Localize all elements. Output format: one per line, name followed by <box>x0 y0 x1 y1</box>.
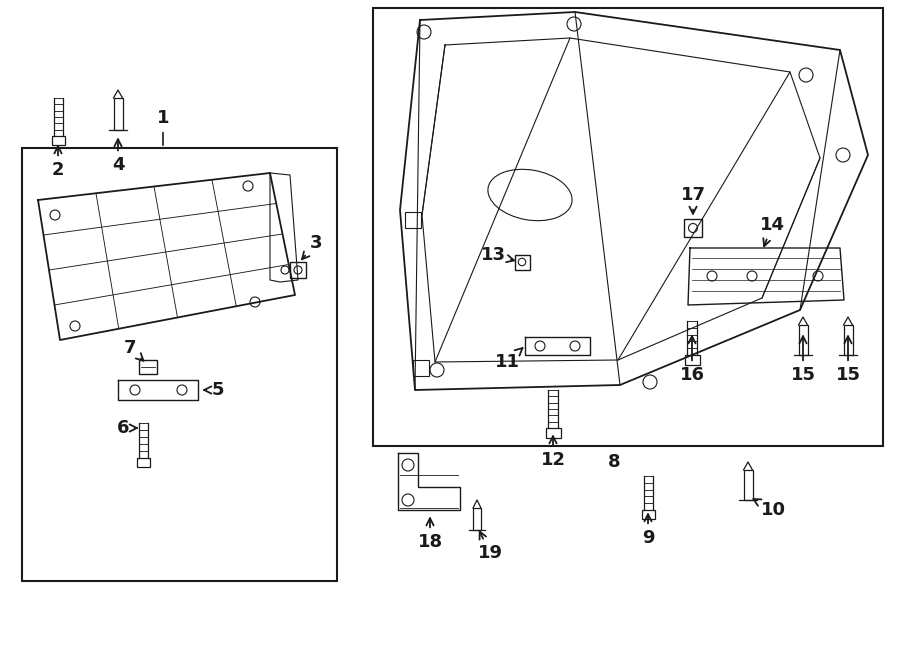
Text: 15: 15 <box>790 336 815 384</box>
Bar <box>642 510 654 519</box>
Text: 12: 12 <box>541 436 565 469</box>
Bar <box>405 212 421 228</box>
Text: 1: 1 <box>157 109 169 145</box>
Bar <box>515 254 529 270</box>
Bar <box>473 508 481 530</box>
Bar <box>51 136 65 145</box>
Bar <box>743 470 752 500</box>
Text: 2: 2 <box>52 146 64 179</box>
Text: 8: 8 <box>608 453 620 471</box>
Bar <box>373 8 883 446</box>
Text: 10: 10 <box>753 499 786 519</box>
Bar <box>22 148 337 581</box>
Bar <box>413 360 429 376</box>
Text: 18: 18 <box>418 518 443 551</box>
Bar <box>685 355 699 365</box>
Bar <box>139 360 157 374</box>
Text: 7: 7 <box>124 339 143 361</box>
Text: 9: 9 <box>642 514 654 547</box>
Text: 5: 5 <box>204 381 224 399</box>
Text: 11: 11 <box>494 348 523 371</box>
Bar <box>843 325 852 355</box>
Bar <box>545 428 561 438</box>
Text: 13: 13 <box>481 246 514 264</box>
Bar <box>290 262 306 278</box>
Bar <box>684 219 702 237</box>
Text: 6: 6 <box>117 419 137 437</box>
Text: 4: 4 <box>112 139 124 174</box>
Bar <box>137 458 149 467</box>
Text: 19: 19 <box>478 531 502 562</box>
Text: 17: 17 <box>680 186 706 214</box>
Bar <box>798 325 807 355</box>
Text: 14: 14 <box>760 216 785 246</box>
Bar <box>113 98 122 130</box>
Text: 16: 16 <box>680 336 705 384</box>
Text: 15: 15 <box>835 336 860 384</box>
Text: 3: 3 <box>302 234 322 259</box>
